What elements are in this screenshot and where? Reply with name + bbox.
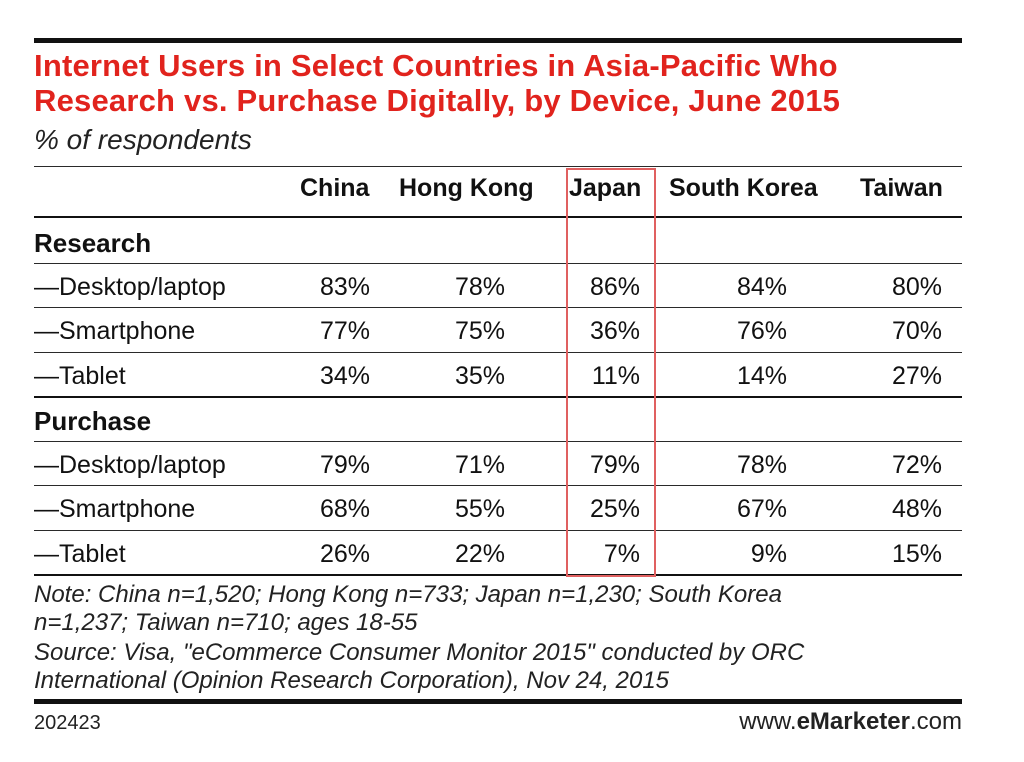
table-cell-taiwan: 48% [891,495,942,523]
chart-subtitle: % of respondents [34,124,252,155]
table-row-label: —Smartphone [34,495,196,523]
row-rule [34,485,962,486]
table-cell-japan: 86% [589,272,640,301]
column-header-japan: Japan [569,174,642,202]
table-cell-japan: 79% [589,450,640,479]
table-cell-hong-kong: 75% [454,317,505,345]
table-cell-hong-kong: 35% [454,361,505,390]
column-header-china: China [300,174,370,202]
table-cell-japan: 7% [603,539,640,568]
bottom-rule [34,699,962,704]
chart-title-line-2: Research vs. Purchase Digitally, by Devi… [34,83,841,118]
table-cell-south-korea: 9% [750,539,787,568]
table-cell-taiwan: 70% [891,317,942,345]
section-rule [34,440,962,442]
japan-column-highlight [566,168,656,577]
table-row-label: —Smartphone [34,317,196,345]
note-line-1: Note: China n=1,520; Hong Kong n=733; Ja… [34,581,782,608]
table-cell-hong-kong: 55% [454,495,505,523]
table-cell-china: 79% [319,450,370,479]
note-line-2: n=1,237; Taiwan n=710; ages 18-55 [34,609,418,636]
row-rule [34,351,962,353]
table-cell-hong-kong: 78% [454,272,505,301]
table-cell-china: 34% [319,361,370,390]
table-cell-japan: 11% [591,361,640,390]
column-header-taiwan: Taiwan [860,174,943,202]
header-top-rule [34,166,962,167]
section-bottom-rule [34,574,962,576]
top-rule [34,38,962,43]
section-label-research: Research [34,228,152,258]
table-cell-south-korea: 67% [736,495,787,523]
source-line-2: International (Opinion Research Corporat… [34,667,670,694]
table-row-label: —Desktop/laptop [34,450,226,479]
header-bottom-rule [34,216,962,218]
table-cell-south-korea: 14% [736,361,787,390]
chart-id: 202423 [34,712,101,734]
brand-name: eMarketer [796,708,910,735]
row-rule [34,529,962,531]
table-cell-south-korea: 76% [736,317,787,345]
table-cell-taiwan: 72% [891,450,942,479]
section-bottom-rule [34,396,962,398]
table-cell-china: 77% [319,317,370,345]
brand-suffix: .com [909,708,962,735]
section-rule [34,262,962,264]
table-row-label: —Desktop/laptop [34,272,226,301]
row-rule [34,307,962,308]
section-label-purchase: Purchase [34,406,152,436]
table-cell-china: 83% [319,272,370,301]
table-row-label: —Tablet [34,361,126,390]
table-cell-hong-kong: 71% [454,450,505,479]
table-cell-taiwan: 80% [891,272,942,301]
column-header-south-korea: South Korea [669,174,818,202]
table-row-label: —Tablet [34,539,126,568]
table-cell-south-korea: 84% [736,272,787,301]
table-cell-south-korea: 78% [736,450,787,479]
emarketer-logo: www.eMarketer.com [739,708,962,736]
table-cell-hong-kong: 22% [454,539,505,568]
table-cell-china: 26% [319,539,370,568]
source-line-1: Source: Visa, "eCommerce Consumer Monito… [34,639,805,666]
table-cell-japan: 36% [589,317,640,345]
brand-prefix: www. [739,708,797,735]
column-header-hong-kong: Hong Kong [399,174,534,202]
table-cell-china: 68% [319,495,370,523]
table-cell-japan: 25% [589,495,640,523]
chart-title-line-1: Internet Users in Select Countries in As… [34,48,838,83]
table-cell-taiwan: 15% [891,539,942,568]
table-cell-taiwan: 27% [891,361,942,390]
